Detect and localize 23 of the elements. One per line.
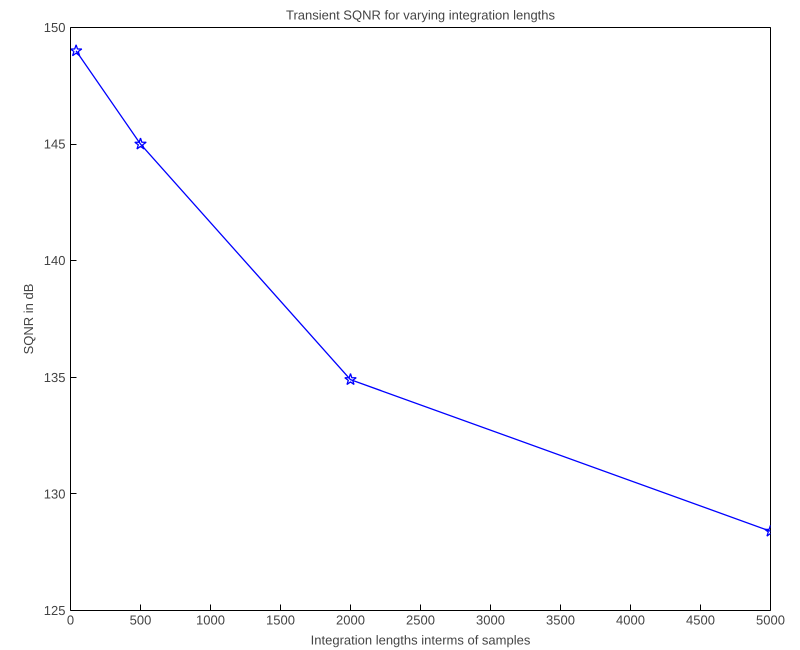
x-tick-label: 0 bbox=[66, 612, 74, 628]
y-tick-label: 140 bbox=[44, 253, 66, 268]
y-tick-label: 145 bbox=[44, 136, 66, 152]
x-tick-label: 500 bbox=[130, 612, 152, 628]
chart-title: Transient SQNR for varying integration lengths bbox=[286, 8, 556, 22]
x-tick-label: 3000 bbox=[476, 612, 505, 628]
y-tick-label: 150 bbox=[44, 20, 66, 35]
x-tick-label: 1500 bbox=[266, 612, 295, 628]
x-tick-label: 1000 bbox=[196, 612, 225, 628]
y-tick-label: 135 bbox=[44, 370, 66, 385]
point bbox=[344, 372, 357, 386]
y-tick-label: 130 bbox=[44, 486, 66, 502]
y-axis-title: SQNR in dB bbox=[20, 284, 36, 354]
y-tick-label: 125 bbox=[44, 603, 66, 618]
point bbox=[134, 137, 147, 150]
point bbox=[70, 44, 82, 56]
x-tick-label: 2500 bbox=[406, 612, 435, 628]
x-axis-title: Integration lengths interms of samples bbox=[310, 632, 531, 648]
x-tick-label: 4500 bbox=[686, 612, 715, 628]
x-tick-label: 4000 bbox=[616, 612, 645, 628]
x-tick-label: 2000 bbox=[336, 612, 365, 628]
x-tick-label: 3500 bbox=[546, 612, 575, 628]
x-tick-label: 5000 bbox=[756, 612, 785, 628]
